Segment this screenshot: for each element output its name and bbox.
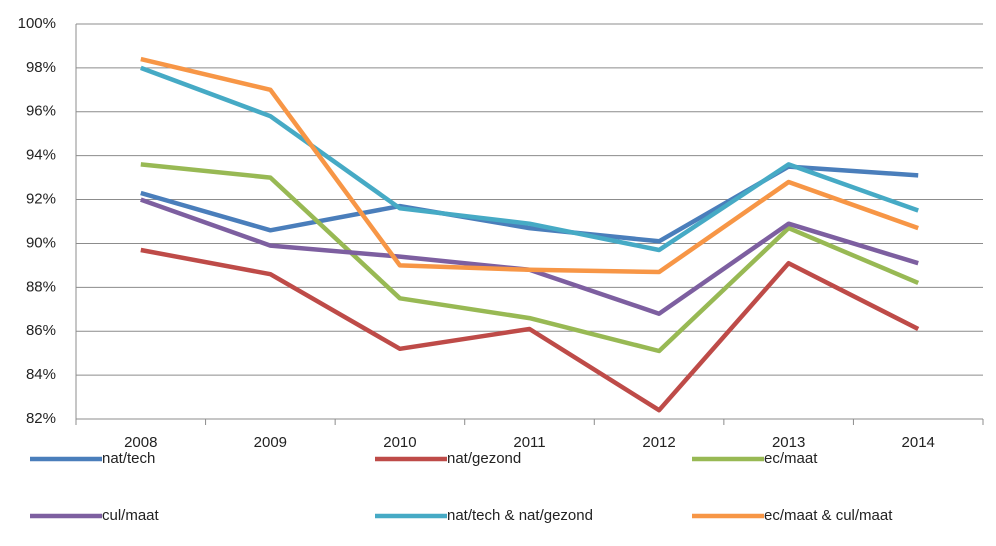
legend-label: ec/maat & cul/maat xyxy=(764,507,893,524)
y-tick-label: 96% xyxy=(26,103,56,120)
y-tick-label: 92% xyxy=(26,191,56,208)
x-tick-label: 2011 xyxy=(513,434,545,451)
y-tick-label: 100% xyxy=(18,15,56,32)
y-tick-label: 86% xyxy=(26,322,56,339)
x-tick-label: 2014 xyxy=(902,434,935,451)
series-line xyxy=(140,162,920,354)
series-line xyxy=(140,197,919,316)
y-tick-label: 90% xyxy=(26,234,56,251)
legend-label: nat/tech xyxy=(102,450,155,467)
x-tick-label: 2008 xyxy=(124,434,157,451)
series-line xyxy=(140,56,919,275)
x-tick-label: 2009 xyxy=(254,434,287,451)
y-tick-label: 94% xyxy=(26,147,56,164)
legend-label: nat/tech & nat/gezond xyxy=(447,507,593,524)
x-tick-label: 2010 xyxy=(383,434,416,451)
y-tick-label: 82% xyxy=(26,410,56,427)
legend-label: ec/maat xyxy=(764,450,818,467)
x-tick-label: 2012 xyxy=(642,434,675,451)
series-line xyxy=(140,65,919,253)
y-tick-label: 84% xyxy=(26,366,56,383)
legend-label: cul/maat xyxy=(102,507,160,524)
y-tick-label: 98% xyxy=(26,59,56,76)
series-line xyxy=(140,247,920,413)
y-tick-label: 88% xyxy=(26,278,56,295)
legend-label: nat/gezond xyxy=(447,450,521,467)
x-tick-label: 2013 xyxy=(772,434,805,451)
